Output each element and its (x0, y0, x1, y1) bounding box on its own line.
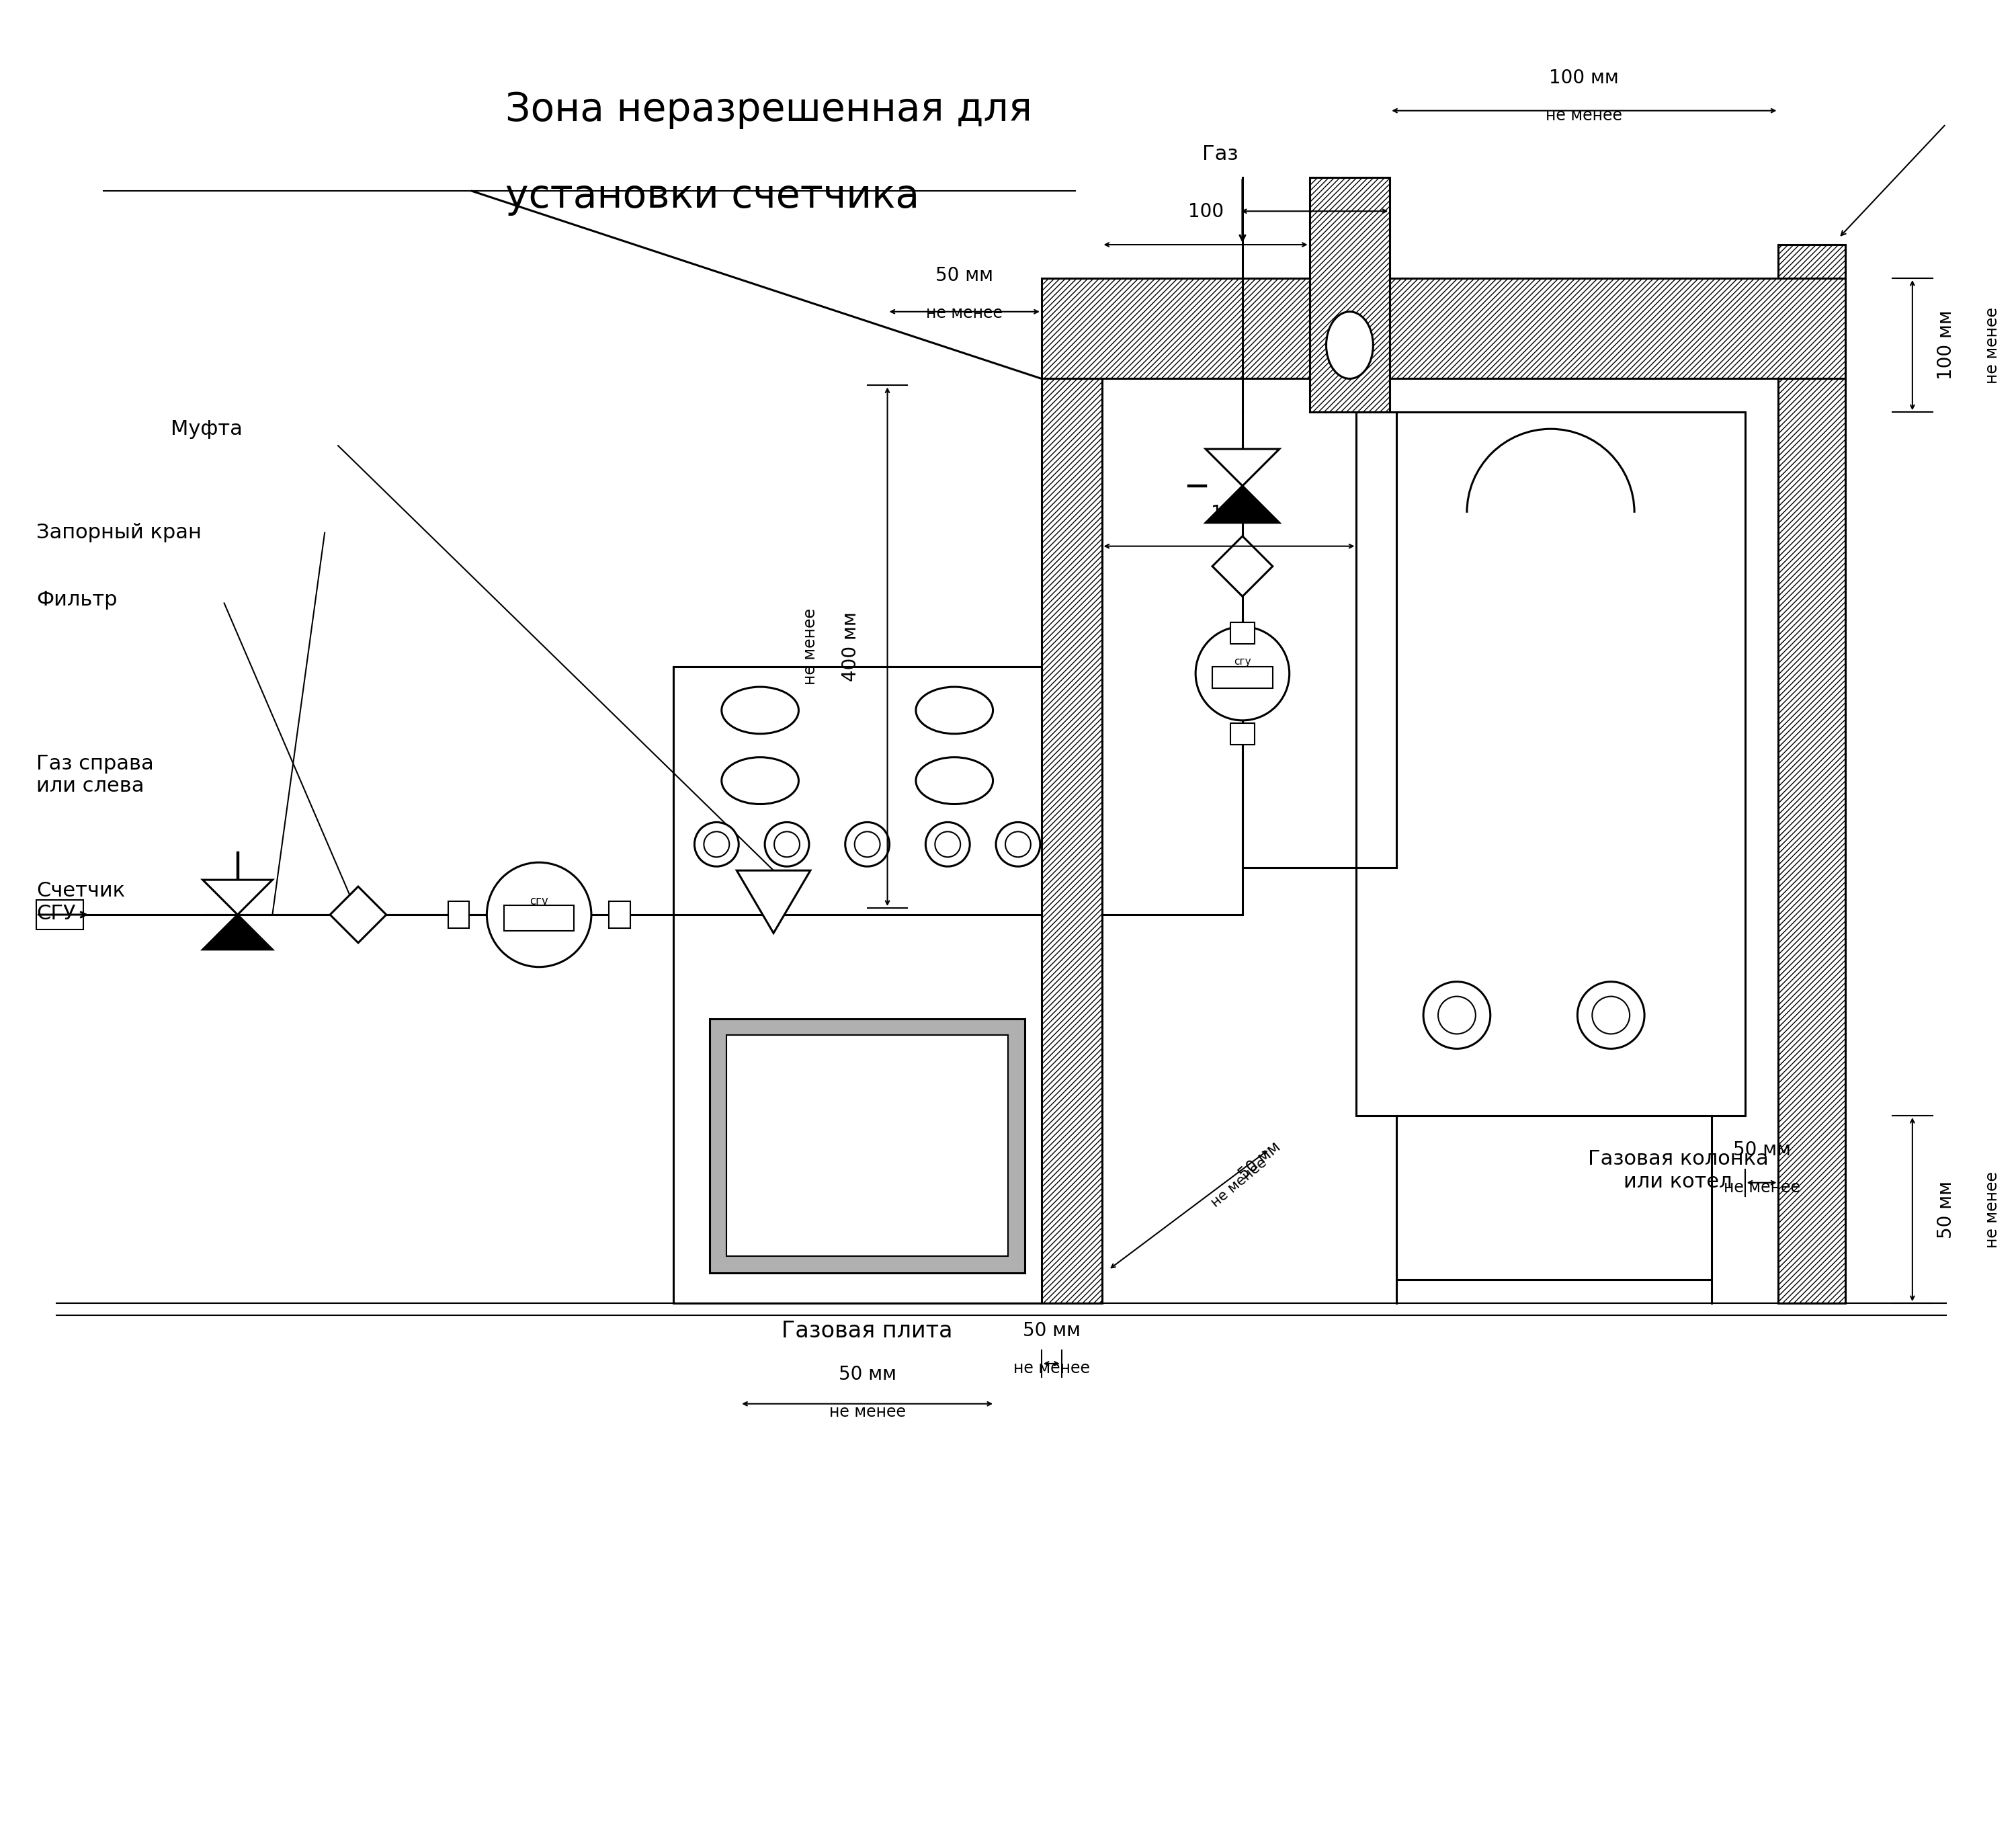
Text: Зона неразрешенная для: Зона неразрешенная для (506, 91, 1032, 129)
Ellipse shape (722, 758, 798, 804)
Polygon shape (331, 887, 387, 942)
Bar (1310, 179, 1389, 412)
Circle shape (925, 822, 970, 867)
Circle shape (935, 831, 960, 856)
Bar (609, 902, 631, 927)
Ellipse shape (1327, 312, 1373, 379)
Text: 100 мм: 100 мм (1937, 310, 1956, 381)
Bar (448, 902, 470, 927)
Polygon shape (204, 880, 272, 915)
Circle shape (996, 822, 1040, 867)
Polygon shape (1206, 486, 1280, 523)
Bar (1042, 279, 1845, 379)
Bar (36, 900, 83, 929)
Bar (1230, 623, 1254, 643)
Circle shape (1006, 831, 1030, 856)
Text: не менее: не менее (925, 304, 1002, 321)
Text: 50 мм: 50 мм (1734, 1141, 1790, 1159)
Text: не менее: не менее (1724, 1179, 1800, 1195)
Ellipse shape (915, 687, 994, 734)
Text: не менее: не менее (1210, 1155, 1270, 1210)
Text: 400 мм: 400 мм (841, 612, 861, 681)
Circle shape (855, 831, 881, 856)
Text: установки счетчика: установки счетчика (506, 179, 919, 217)
Text: Запорный кран: Запорный кран (36, 523, 202, 543)
Bar (673, 667, 1062, 1303)
Bar (1778, 244, 1845, 1303)
Circle shape (1423, 982, 1490, 1049)
Text: 100: 100 (1212, 505, 1248, 523)
Circle shape (704, 831, 730, 856)
Polygon shape (1212, 536, 1272, 596)
Bar (673, 667, 1062, 814)
Circle shape (694, 822, 738, 867)
Text: 100 мм: 100 мм (1548, 69, 1619, 87)
Text: 50 мм: 50 мм (1937, 1181, 1956, 1239)
Bar (504, 906, 575, 931)
Text: Газ: Газ (1202, 144, 1238, 164)
Text: не менее: не менее (1014, 1361, 1091, 1376)
Bar (710, 1018, 1024, 1274)
Text: 50 мм: 50 мм (839, 1365, 897, 1383)
Text: 100: 100 (1187, 202, 1224, 220)
Polygon shape (204, 915, 272, 949)
Text: сгу: сгу (530, 895, 548, 907)
Text: 50 мм: 50 мм (935, 266, 994, 284)
Ellipse shape (722, 687, 798, 734)
Circle shape (1195, 627, 1290, 720)
Text: не менее: не менее (829, 1403, 905, 1419)
Bar (1042, 379, 1103, 1303)
Ellipse shape (915, 758, 994, 804)
Circle shape (845, 822, 889, 867)
Bar (1230, 723, 1254, 745)
Bar (1357, 412, 1746, 1115)
Circle shape (486, 862, 591, 967)
Polygon shape (1206, 448, 1280, 486)
Text: сгу: сгу (1234, 656, 1252, 667)
Text: Газовая плита: Газовая плита (782, 1321, 954, 1343)
Text: Газ справа
или слева: Газ справа или слева (36, 754, 153, 796)
Text: Муфта: Муфта (171, 419, 242, 439)
Circle shape (1577, 982, 1645, 1049)
Circle shape (1593, 997, 1629, 1033)
Bar (726, 1035, 1008, 1257)
Text: 50 мм: 50 мм (1022, 1321, 1081, 1341)
Circle shape (774, 831, 800, 856)
Circle shape (764, 822, 808, 867)
Text: не менее: не менее (1984, 1172, 2000, 1248)
Text: не менее: не менее (802, 609, 818, 685)
Circle shape (1437, 997, 1476, 1033)
Bar (1212, 667, 1272, 689)
Text: Фильтр: Фильтр (36, 590, 117, 610)
Polygon shape (736, 871, 810, 933)
Text: не менее: не менее (1984, 306, 2000, 383)
Text: Газовая колонка
или котел: Газовая колонка или котел (1589, 1150, 1768, 1192)
Text: не менее: не менее (1546, 107, 1623, 124)
Text: Счетчик
СГУ: Счетчик СГУ (36, 882, 125, 924)
Text: 50 мм: 50 мм (1236, 1139, 1284, 1182)
